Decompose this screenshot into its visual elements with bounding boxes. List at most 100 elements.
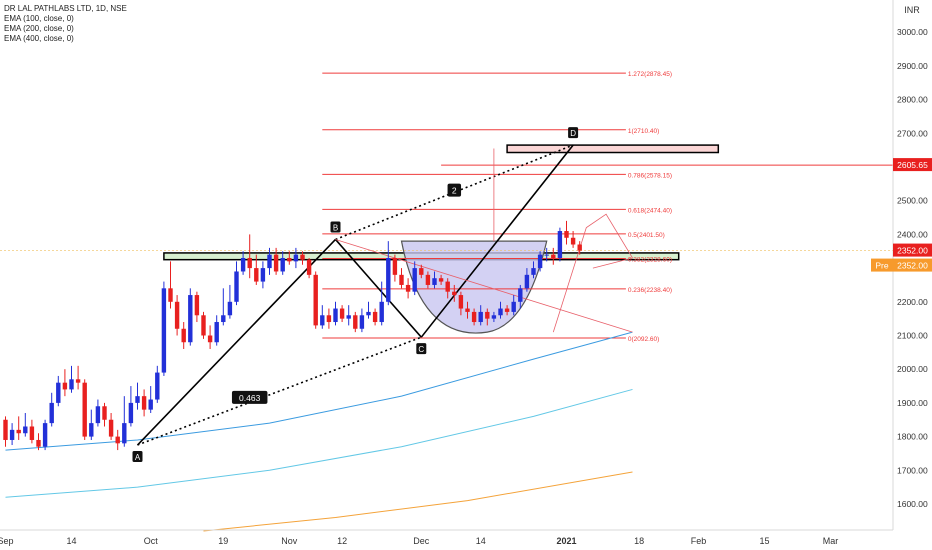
price-tag-bg [893, 158, 932, 172]
fib-label: 0.236(2238.40) [628, 287, 672, 294]
y-tick-label: 2200.00 [897, 297, 928, 307]
candle-body [69, 379, 74, 390]
x-tick-label: Dec [413, 536, 430, 546]
y-tick-label: 1600.00 [897, 499, 928, 509]
point-marker-b [330, 221, 341, 233]
ema-lines [5, 331, 633, 532]
candle-body [168, 288, 173, 302]
symbol-title: DR LAL PATHLABS LTD, 1D, NSE [4, 4, 127, 13]
candles [3, 220, 582, 451]
candle-body [240, 257, 246, 272]
candle-body [260, 268, 266, 282]
fib-label: 0.382(2328.60) [628, 256, 672, 263]
candle-body [108, 419, 114, 437]
candle-body [16, 429, 21, 434]
candle-body [419, 268, 424, 275]
candle-body [412, 268, 417, 292]
candle-body [9, 429, 15, 440]
candle-body [524, 274, 530, 289]
candle-body [313, 274, 318, 326]
candle-body [438, 278, 444, 282]
candle-body [23, 426, 28, 434]
ratio-label: 2 [452, 186, 457, 196]
candle-body [372, 311, 378, 323]
candle-body [425, 274, 431, 285]
candle-body [346, 315, 351, 319]
y-tick-label: 2000.00 [897, 364, 928, 374]
candle-body [102, 406, 107, 420]
candle-body [445, 281, 450, 292]
candle-body [29, 426, 35, 440]
candle-body [577, 244, 582, 251]
x-tick-label: 19 [218, 536, 228, 546]
point-marker-c [416, 343, 427, 355]
candle-body [557, 231, 563, 258]
candle-body [174, 301, 180, 329]
candle-body [234, 271, 239, 302]
time-axis: Sep 14 Oct 19 Nov 12 Dec 14 2021 18 Feb 15 Mar [0, 529, 893, 546]
candle-body [214, 322, 219, 343]
candle-body [221, 315, 226, 323]
point-marker-a [132, 451, 143, 463]
candle-body [511, 301, 516, 312]
candle-body [188, 295, 193, 343]
point-label-a: A [135, 453, 141, 462]
candle-body [379, 301, 384, 323]
candle-body [339, 308, 345, 319]
candle-body [504, 308, 510, 312]
price-axis: INR 1600.00 1700.00 1800.00 1900.00 2000.00 21… [871, 0, 932, 550]
abcd-pattern [136, 144, 634, 446]
y-tick-label: 2100.00 [897, 331, 928, 341]
candle-body [227, 301, 233, 316]
point-label-b: B [333, 223, 338, 232]
candle-body [161, 288, 167, 373]
candle-body [36, 439, 41, 447]
candle-body [333, 308, 338, 323]
candle-body [478, 311, 483, 323]
trend-line [335, 239, 633, 333]
candle-body [306, 259, 312, 275]
candle-body [359, 315, 365, 329]
y-tick-label: 2500.00 [897, 196, 928, 206]
candle-body [366, 311, 371, 316]
candle-body [254, 268, 259, 282]
y-tick-label: 1700.00 [897, 465, 928, 475]
x-tick-label: 18 [634, 536, 644, 546]
y-tick-label: 3000.00 [897, 27, 928, 37]
x-tick-label: 2021 [556, 536, 576, 546]
x-tick-label: Nov [281, 536, 298, 546]
abcd-leg [334, 238, 422, 338]
x-tick-label: 15 [759, 536, 769, 546]
candle-body [570, 237, 576, 245]
x-tick-label: 14 [476, 536, 486, 546]
candle-body [155, 372, 160, 400]
price-tag-label: 2352.00 [897, 246, 928, 256]
ema-400-line [203, 471, 633, 532]
abcd-leg [136, 238, 337, 446]
candle-body [485, 311, 490, 319]
premarket-tag-bg [871, 258, 893, 272]
candle-body [293, 254, 299, 262]
pattern-labels: A B C D 0.463 2 [132, 127, 579, 463]
point-label-d: D [570, 129, 576, 138]
candle-body [56, 382, 61, 403]
candle-body [392, 257, 398, 275]
y-tick-label: 2800.00 [897, 95, 928, 105]
candle-body [287, 257, 292, 262]
candle-body [75, 379, 81, 383]
ema-200-legend: EMA (200, close, 0) [4, 24, 74, 33]
price-tag-label: 2605.65 [897, 160, 928, 170]
candle-body [432, 278, 437, 285]
candle-body [452, 291, 457, 296]
fib-label: 1.272(2878.45) [628, 71, 672, 78]
candle-body [544, 254, 549, 256]
price-axis-bg [893, 0, 932, 550]
ema-100-line [5, 331, 633, 451]
chart-legend: DR LAL PATHLABS LTD, 1D, NSE EMA (100, c… [4, 4, 127, 44]
x-tick-label: Mar [823, 536, 839, 546]
point-label-c: C [418, 345, 424, 354]
candle-body [491, 315, 497, 319]
candle-body [3, 419, 8, 440]
flag-pattern [552, 213, 634, 333]
